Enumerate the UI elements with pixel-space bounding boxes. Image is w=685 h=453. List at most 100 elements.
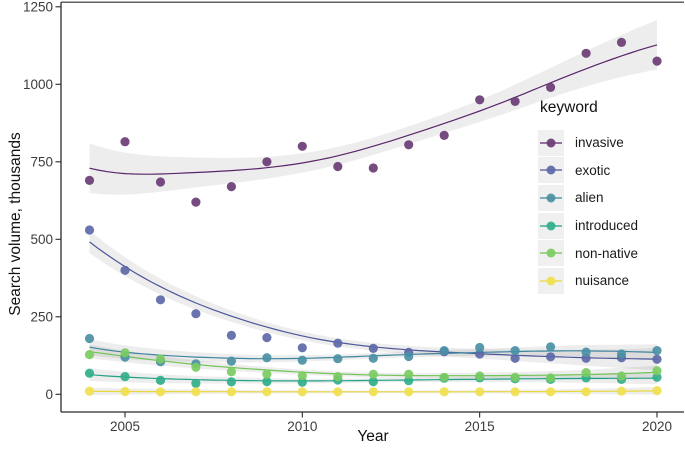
x-tick-label: 2010: [287, 419, 317, 434]
x-axis-title: Year: [357, 428, 389, 445]
point-non-native-2019: [616, 371, 627, 381]
y-tick-label: 1250: [23, 0, 53, 14]
point-nuisance-2011: [333, 387, 343, 397]
point-invasive-2008: [226, 182, 236, 192]
point-introduced-2010: [297, 377, 307, 387]
legend-items: invasive exotic alien introduced non-native n…: [538, 129, 638, 295]
points-non-native: [84, 348, 662, 383]
point-invasive-2018: [581, 48, 591, 58]
point-invasive-2016: [510, 96, 520, 106]
point-introduced-2004: [84, 368, 95, 378]
legend-label-introduced: introduced: [575, 218, 639, 234]
ci-band-invasive: [89, 20, 657, 195]
point-exotic-2007: [191, 309, 201, 319]
point-exotic-2005: [120, 265, 130, 275]
trend-line-invasive: [89, 44, 658, 175]
point-non-native-2013: [404, 369, 414, 379]
point-nuisance-2008: [226, 387, 236, 397]
point-invasive-2015: [475, 95, 485, 105]
point-exotic-2010: [297, 343, 307, 353]
legend-key-invasive-icon: [538, 129, 564, 156]
legend-item-non-native: non-native: [538, 239, 638, 267]
point-alien-2004: [84, 333, 95, 344]
points-nuisance: [84, 386, 662, 397]
point-alien-2020: [652, 346, 662, 356]
legend: keyword invasive exotic alien introduced non…: [538, 99, 638, 295]
point-alien-2012: [368, 353, 378, 363]
point-non-native-2017: [546, 373, 556, 383]
point-invasive-2007: [191, 197, 201, 207]
y-axis-title: Search volume, thousands: [7, 132, 24, 316]
point-non-native-2020: [652, 366, 662, 376]
point-invasive-2009: [262, 157, 272, 167]
point-exotic-2020: [652, 354, 662, 364]
legend-item-exotic: exotic: [538, 157, 638, 185]
point-non-native-2012: [368, 369, 378, 379]
point-invasive-2017: [546, 82, 556, 92]
point-nuisance-2017: [546, 387, 556, 397]
point-non-native-2005: [120, 348, 130, 358]
legend-label-exotic: exotic: [575, 162, 611, 178]
point-exotic-2004: [84, 225, 95, 235]
point-nuisance-2009: [262, 387, 272, 397]
point-introduced-2007: [191, 378, 201, 388]
point-alien-2019: [616, 349, 627, 359]
point-nuisance-2007: [191, 387, 201, 397]
y-tick-label: 250: [30, 309, 53, 324]
point-non-native-2014: [439, 372, 449, 382]
legend-item-alien: alien: [538, 184, 638, 212]
point-introduced-2013: [404, 376, 414, 386]
y-tick-label: 1000: [23, 77, 53, 92]
point-invasive-2014: [439, 130, 449, 140]
legend-item-nuisance: nuisance: [538, 267, 638, 295]
point-exotic-2006: [155, 295, 166, 305]
point-exotic-2008: [226, 330, 236, 340]
point-invasive-2006: [155, 177, 166, 187]
point-invasive-2004: [84, 175, 95, 185]
point-nuisance-2018: [581, 387, 591, 397]
legend-key-non-native-icon: [538, 240, 564, 267]
point-non-native-2010: [297, 371, 307, 381]
x-tick-label: 2020: [642, 419, 672, 434]
point-invasive-2012: [368, 163, 378, 173]
point-nuisance-2015: [475, 387, 485, 397]
y-tick-label: 500: [30, 232, 53, 247]
point-introduced-2020: [652, 372, 662, 382]
point-introduced-2006: [155, 375, 166, 385]
point-invasive-2020: [652, 56, 662, 66]
point-introduced-2005: [120, 372, 130, 382]
point-alien-2015: [475, 342, 485, 353]
point-nuisance-2005: [120, 386, 130, 397]
y-tick-label: 0: [45, 387, 53, 402]
legend-label-nuisance: nuisance: [575, 273, 630, 289]
axes: 0 250 500 750 1000 1250 2005 2010 2015 2020: [23, 0, 684, 434]
legend-label-non-native: non-native: [575, 245, 639, 261]
legend-item-invasive: invasive: [538, 129, 638, 157]
point-exotic-2009: [262, 333, 272, 343]
point-alien-2011: [333, 354, 343, 364]
point-exotic-2016: [510, 353, 520, 363]
point-nuisance-2020: [652, 386, 662, 396]
point-nuisance-2019: [616, 386, 627, 396]
legend-title: keyword: [540, 99, 598, 116]
point-alien-2014: [439, 346, 449, 356]
point-introduced-2009: [262, 377, 272, 387]
point-nuisance-2012: [368, 387, 378, 397]
point-non-native-2015: [475, 371, 485, 381]
point-exotic-2015: [475, 349, 485, 359]
point-non-native-2008: [226, 367, 236, 377]
point-non-native-2016: [510, 372, 520, 382]
legend-label-invasive: invasive: [575, 135, 624, 151]
data-points: [84, 37, 662, 397]
legend-item-introduced: introduced: [538, 212, 638, 240]
point-nuisance-2006: [155, 387, 166, 397]
point-non-native-2009: [262, 369, 272, 379]
point-non-native-2006: [155, 354, 166, 364]
point-alien-2010: [297, 355, 307, 365]
legend-label-alien: alien: [575, 190, 604, 206]
y-tick-label: 750: [30, 154, 53, 169]
points-exotic: [84, 225, 662, 364]
point-invasive-2013: [404, 140, 414, 150]
